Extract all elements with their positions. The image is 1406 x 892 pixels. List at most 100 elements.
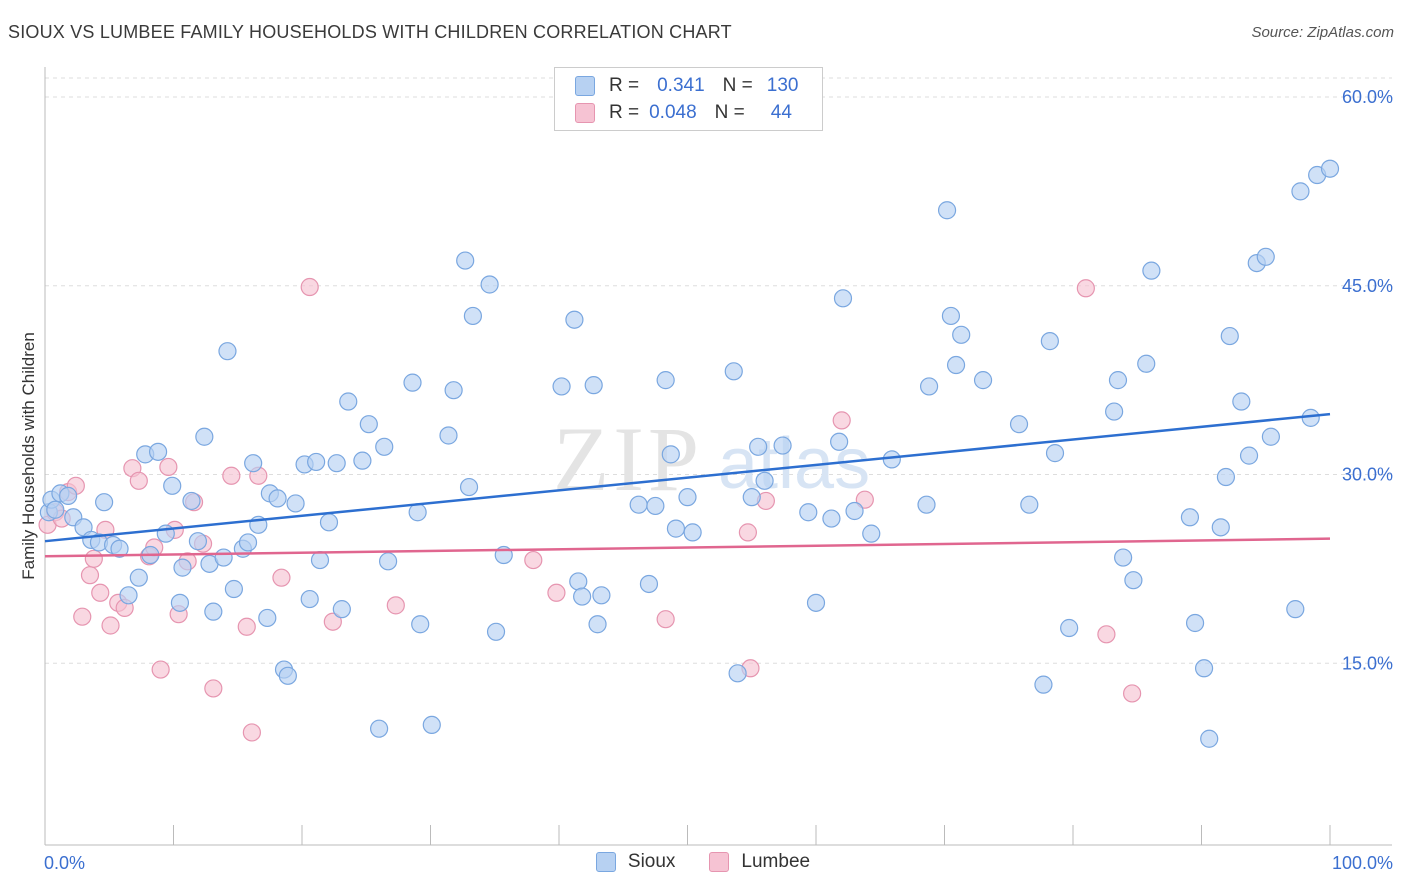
sioux-swatch	[575, 76, 595, 96]
sioux-point-77	[678, 488, 697, 507]
sioux-point-106	[1105, 402, 1124, 421]
sioux-point-25	[204, 602, 223, 621]
sioux-point-35	[268, 489, 287, 508]
sioux-point-128	[1320, 159, 1340, 178]
lumbee-point-41	[1076, 279, 1095, 298]
tick-labels: 15.0% 30.0% 45.0% 60.0% 0.0% 100.0%	[44, 87, 1393, 873]
sioux-point-28	[224, 579, 243, 599]
sioux-point-73	[646, 496, 665, 516]
sioux-point-122	[1256, 247, 1275, 266]
x-tick-label-0: 0.0%	[44, 853, 85, 873]
sioux-point-117	[1216, 467, 1236, 487]
chart-title: SIOUX VS LUMBEE FAMILY HOUSEHOLDS WITH C…	[8, 22, 732, 42]
correlation-legend: R = 0.341 N = 130 R = 0.048 N = 44	[554, 67, 823, 131]
lumbee-point-34	[547, 583, 566, 602]
sioux-point-13	[129, 568, 148, 587]
source-credit: Source: ZipAtlas.com	[1251, 24, 1394, 41]
lumbee-point-10	[101, 616, 120, 635]
sioux-point-111	[1142, 261, 1161, 280]
sioux-point-40	[300, 589, 319, 609]
sioux-point-124	[1286, 600, 1305, 619]
n-label: N =	[714, 102, 745, 123]
lumbee-point-17	[151, 660, 170, 679]
sioux-point-120	[1239, 446, 1259, 465]
lumbee-point-26	[237, 617, 256, 636]
watermark: ZIP atlas	[553, 408, 870, 510]
sioux-point-52	[403, 373, 422, 392]
sioux-point-76	[666, 519, 686, 538]
sioux-point-38	[286, 494, 305, 513]
lumbee-point-25	[222, 466, 241, 485]
sioux-point-43	[319, 513, 339, 532]
sioux-point-112	[1180, 508, 1200, 527]
lumbee-points	[38, 277, 1142, 742]
series-legend: Sioux Lumbee	[0, 851, 1406, 873]
sioux-point-12	[119, 586, 138, 605]
sioux-point-91	[862, 524, 881, 543]
sioux-point-27	[218, 342, 237, 361]
sioux-point-118	[1220, 326, 1239, 346]
sioux-point-55	[422, 715, 441, 735]
sioux-point-53	[408, 503, 427, 522]
sioux-trend-line	[44, 412, 1331, 543]
sioux-point-82	[749, 437, 768, 456]
sioux-point-89	[833, 289, 853, 308]
n-label: N =	[722, 75, 753, 96]
sioux-point-33	[258, 608, 277, 628]
lumbee-point-33	[524, 550, 543, 570]
sioux-legend-swatch	[595, 852, 616, 872]
sioux-point-56	[439, 426, 458, 445]
sioux-point-84	[773, 436, 792, 455]
r-value-sioux: 0.341	[657, 75, 705, 96]
sioux-point-126	[1301, 408, 1320, 427]
n-value-sioux: 130	[766, 75, 799, 96]
sioux-point-48	[359, 415, 378, 434]
legend-item-sioux: Sioux	[595, 851, 676, 873]
sioux-point-11	[110, 539, 129, 558]
sioux-point-116	[1211, 518, 1230, 537]
sioux-point-104	[1045, 444, 1065, 463]
lumbee-swatch	[575, 103, 595, 123]
lumbee-point-30	[300, 277, 319, 297]
sioux-point-45	[332, 600, 351, 619]
sioux-point-61	[480, 275, 499, 294]
sioux-point-59	[459, 477, 479, 497]
sioux-point-105	[1060, 618, 1079, 638]
sioux-point-80	[728, 664, 747, 683]
sioux-point-49	[370, 719, 389, 738]
sioux-point-119	[1232, 392, 1251, 411]
sioux-point-30	[238, 533, 258, 552]
sioux-point-69	[588, 615, 607, 634]
sioux-point-58	[456, 251, 475, 270]
sioux-point-108	[1114, 548, 1133, 567]
sioux-point-41	[307, 452, 326, 472]
sioux-point-99	[973, 371, 993, 390]
sioux-point-87	[822, 509, 841, 528]
legend-label-sioux: Sioux	[627, 851, 676, 872]
sioux-point-20	[173, 558, 192, 577]
lumbee-point-29	[272, 568, 291, 587]
watermark-atlas: atlas	[718, 424, 870, 504]
lumbee-point-18	[159, 457, 178, 477]
sioux-point-16	[148, 442, 168, 461]
sioux-point-46	[339, 392, 358, 411]
sioux-point-97	[946, 355, 966, 375]
lumbee-point-27	[242, 723, 261, 742]
y-tick-label-1: 30.0%	[1342, 465, 1393, 485]
lumbee-point-36	[738, 523, 757, 542]
sioux-point-67	[573, 587, 592, 606]
lumbee-point-8	[91, 583, 110, 602]
sioux-point-107	[1108, 371, 1128, 390]
sioux-point-54	[411, 615, 430, 634]
sioux-point-125	[1291, 182, 1310, 201]
sioux-point-102	[1034, 675, 1053, 694]
y-axis-label: Family Households with Children	[19, 332, 38, 580]
sioux-point-72	[639, 574, 659, 594]
lumbee-point-14	[129, 471, 148, 490]
sioux-point-75	[661, 445, 680, 464]
sioux-point-4	[59, 486, 78, 505]
lumbee-point-24	[204, 679, 223, 698]
sioux-point-96	[941, 306, 961, 326]
sioux-point-57	[444, 381, 463, 400]
sioux-point-65	[565, 310, 584, 329]
